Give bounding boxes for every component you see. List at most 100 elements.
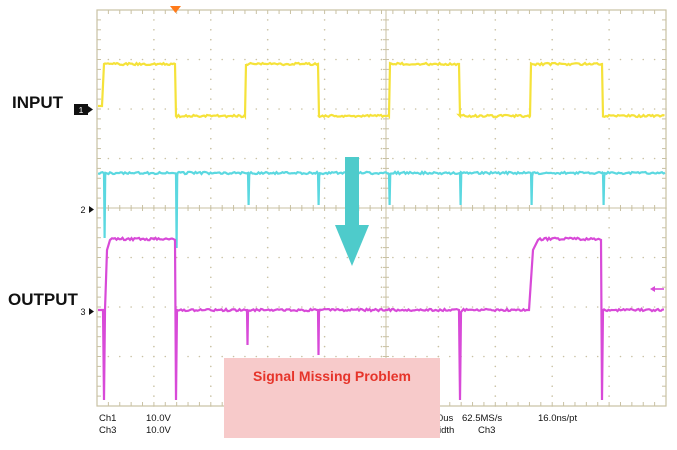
graticule-dot (176, 59, 178, 61)
graticule-dot (312, 59, 314, 61)
graticule-dot (164, 158, 166, 160)
graticule-dot (608, 108, 610, 110)
graticule-dot (608, 79, 610, 81)
graticule-dot (642, 306, 644, 308)
graticule-dot (654, 306, 656, 308)
graticule-dot (221, 356, 223, 358)
graticule-dot (495, 118, 497, 120)
graticule-dot (495, 88, 497, 90)
graticule-dot (608, 217, 610, 219)
graticule-dot (153, 118, 155, 120)
graticule-dot (495, 227, 497, 229)
graticule-dot (153, 385, 155, 387)
graticule-dot (108, 158, 110, 160)
graticule-dot (164, 59, 166, 61)
graticule-dot (324, 19, 326, 21)
graticule-dot (551, 277, 553, 279)
graticule-dot (586, 158, 588, 160)
graticule-dot (403, 257, 405, 259)
graticule-dot (551, 346, 553, 348)
graticule-dot (608, 49, 610, 51)
graticule-dot (119, 356, 121, 358)
graticule-dot (506, 356, 508, 358)
graticule-dot (324, 118, 326, 120)
graticule-dot (392, 257, 394, 259)
graticule-dot (608, 88, 610, 90)
graticule-dot (381, 98, 383, 100)
graticule-dot (153, 395, 155, 397)
graticule-dot (358, 257, 360, 259)
graticule-dot (438, 158, 440, 160)
graticule-dot (608, 346, 610, 348)
graticule-dot (551, 187, 553, 189)
graticule-dot (415, 108, 417, 110)
graticule-dot (210, 29, 212, 31)
graticule-dot (267, 98, 269, 100)
graticule-dot (392, 108, 394, 110)
graticule-dot (267, 88, 269, 90)
graticule-dot (551, 118, 553, 120)
graticule-dot (438, 217, 440, 219)
graticule-dot (335, 257, 337, 259)
graticule-dot (347, 306, 349, 308)
graticule-dot (142, 306, 144, 308)
graticule-dot (438, 237, 440, 239)
graticule-dot (438, 286, 440, 288)
graticule-dot (654, 158, 656, 160)
graticule-dot (586, 108, 588, 110)
graticule-dot (495, 187, 497, 189)
graticule-dot (324, 39, 326, 41)
graticule-dot (267, 49, 269, 51)
graticule-dot (312, 306, 314, 308)
graticule-dot (381, 79, 383, 81)
graticule-dot (381, 316, 383, 318)
graticule-dot (153, 69, 155, 71)
graticule-dot (164, 306, 166, 308)
graticule-dot (506, 257, 508, 259)
graticule-dot (551, 395, 553, 397)
graticule-dot (381, 168, 383, 170)
graticule-dot (620, 356, 622, 358)
graticule-dot (551, 178, 553, 180)
graticule-dot (608, 168, 610, 170)
graticule-dot (381, 237, 383, 239)
graticule-dot (267, 39, 269, 41)
graticule-dot (221, 108, 223, 110)
graticule-dot (551, 59, 553, 61)
graticule-dot (267, 108, 269, 110)
graticule-dot (608, 158, 610, 160)
graticule-dot (551, 227, 553, 229)
graticule-dot (312, 158, 314, 160)
graticule-dot (369, 108, 371, 110)
graticule-dot (335, 158, 337, 160)
graticule-dot (438, 326, 440, 328)
graticule-dot (438, 39, 440, 41)
graticule-dot (426, 306, 428, 308)
graticule-dot (278, 158, 280, 160)
graticule-dot (551, 336, 553, 338)
graticule-dot (654, 257, 656, 259)
graticule-dot (551, 19, 553, 21)
graticule-dot (347, 108, 349, 110)
svg-text:2: 2 (80, 205, 85, 215)
graticule-dot (574, 158, 576, 160)
graticule-dot (438, 108, 440, 110)
graticule-dot (210, 59, 212, 61)
signal-missing-callout: Signal Missing Problem (224, 358, 440, 438)
graticule-dot (210, 267, 212, 269)
graticule-dot (210, 366, 212, 368)
graticule-dot (324, 346, 326, 348)
graticule-dot (153, 326, 155, 328)
graticule-dot (290, 158, 292, 160)
graticule-dot (597, 257, 599, 259)
graticule-dot (574, 59, 576, 61)
graticule-dot (438, 227, 440, 229)
graticule-dot (495, 29, 497, 31)
graticule-dot (358, 59, 360, 61)
graticule-dot (119, 257, 121, 259)
graticule-dot (495, 257, 497, 259)
graticule-dot (563, 306, 565, 308)
graticule-dot (244, 158, 246, 160)
graticule-dot (142, 257, 144, 259)
graticule-dot (438, 296, 440, 298)
